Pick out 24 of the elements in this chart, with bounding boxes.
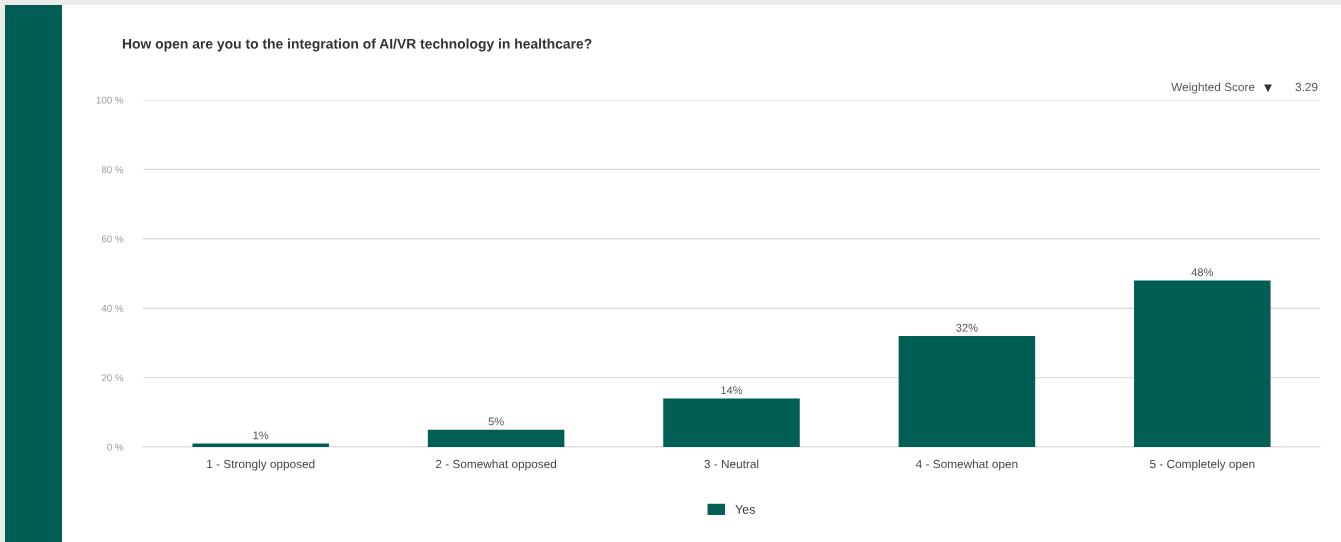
y-tick-label: 0 % xyxy=(107,443,124,451)
text: Weighted Score xyxy=(1171,82,1255,94)
x-tick-label: 2 - Somewhat opposed xyxy=(435,459,557,471)
legend-label: Yes xyxy=(735,505,755,514)
data-label: 1% xyxy=(253,431,269,440)
chart-title: How open are you to the integration of AI/VR technology in healthcare? xyxy=(122,38,592,52)
y-tick-label: 60 % xyxy=(101,235,124,243)
x-tick-label: 5 - Completely open xyxy=(1149,459,1255,471)
x-tick-label: 4 - Somewhat open xyxy=(915,459,1018,471)
bar xyxy=(898,335,1036,447)
y-tick-label: 40 % xyxy=(101,304,124,312)
x-tick-label: 3 - Neutral xyxy=(704,459,759,469)
bar xyxy=(1134,280,1271,447)
data-label: 14% xyxy=(721,386,743,395)
x-tick-label: 1 - Strongly opposed xyxy=(207,459,315,471)
y-tick-label: 20 % xyxy=(101,374,124,382)
text: 3.29 xyxy=(1295,82,1318,92)
y-tick-label: 100 % xyxy=(96,96,124,104)
data-label: 5% xyxy=(488,417,504,426)
data-label: 48% xyxy=(1191,268,1214,277)
y-tick-label: 80 % xyxy=(101,166,124,174)
bar xyxy=(663,398,800,447)
bar xyxy=(427,429,565,447)
data-label: 32% xyxy=(956,323,978,332)
